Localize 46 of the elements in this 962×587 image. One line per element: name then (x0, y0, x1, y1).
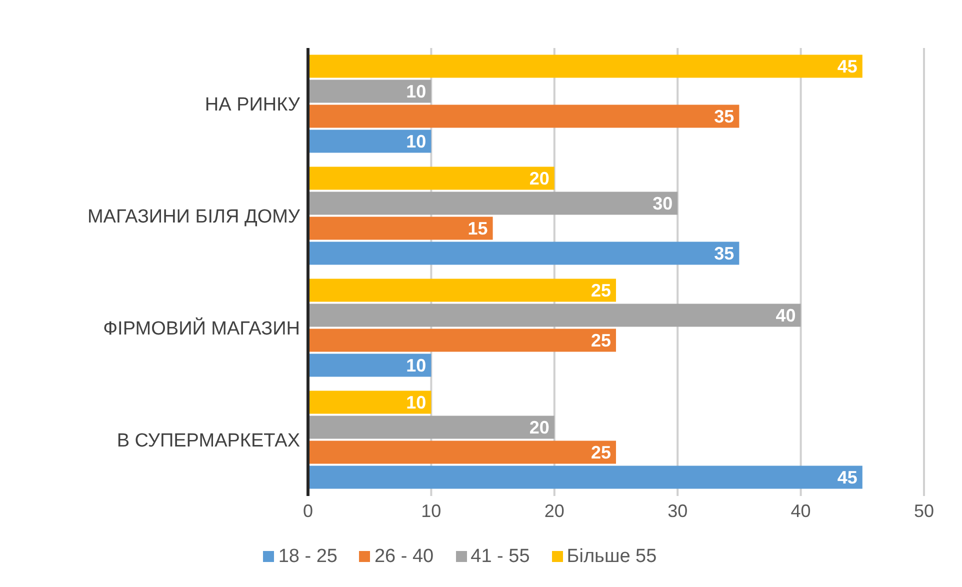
legend-label: 41 - 55 (470, 546, 530, 567)
bar (308, 440, 616, 464)
data-label: 15 (468, 218, 488, 239)
x-tick-label: 0 (302, 500, 314, 521)
bar (308, 390, 432, 414)
data-label: 45 (837, 56, 858, 77)
bar (308, 130, 432, 153)
data-label: 45 (837, 468, 858, 488)
bar (308, 242, 740, 265)
y-tick-label: В СУПЕРМАРКЕТАХ (116, 430, 300, 452)
data-label: 20 (529, 168, 550, 189)
data-label: 35 (714, 244, 734, 264)
legend-label: 18 - 25 (278, 546, 338, 567)
data-label: 25 (590, 442, 611, 463)
bar (308, 216, 493, 240)
data-label: 35 (714, 106, 734, 127)
data-label: 30 (652, 194, 673, 214)
x-tick-label: 10 (421, 500, 442, 521)
bar (308, 278, 616, 302)
data-label: 25 (590, 330, 611, 351)
data-label: 10 (406, 392, 426, 413)
bar (308, 354, 432, 377)
legend-label: Більше 55 (566, 546, 657, 567)
bar (308, 192, 678, 215)
x-tick-label: 40 (790, 500, 811, 521)
bar (308, 328, 616, 352)
bar (308, 54, 862, 78)
x-tick-label: 30 (668, 500, 688, 521)
data-label: 20 (529, 418, 550, 438)
data-label: 10 (406, 356, 426, 376)
bar (308, 304, 801, 327)
bar (308, 80, 432, 103)
legend-label: 26 - 40 (374, 546, 434, 567)
data-label: 40 (776, 306, 796, 326)
y-tick-label: МАГАЗИНИ БІЛЯ ДОМУ (87, 206, 301, 228)
bar (308, 466, 862, 489)
bar (308, 104, 740, 128)
data-label: 25 (590, 280, 611, 301)
bar (308, 166, 554, 190)
x-tick-label: 50 (914, 500, 934, 521)
x-tick-label: 20 (544, 500, 564, 521)
bar (308, 416, 554, 439)
y-tick-label: ФІРМОВИЙ МАГАЗИН (103, 316, 300, 340)
y-tick-label: НА РИНКУ (204, 94, 301, 116)
data-label: 10 (406, 132, 426, 152)
data-label: 10 (406, 82, 426, 102)
